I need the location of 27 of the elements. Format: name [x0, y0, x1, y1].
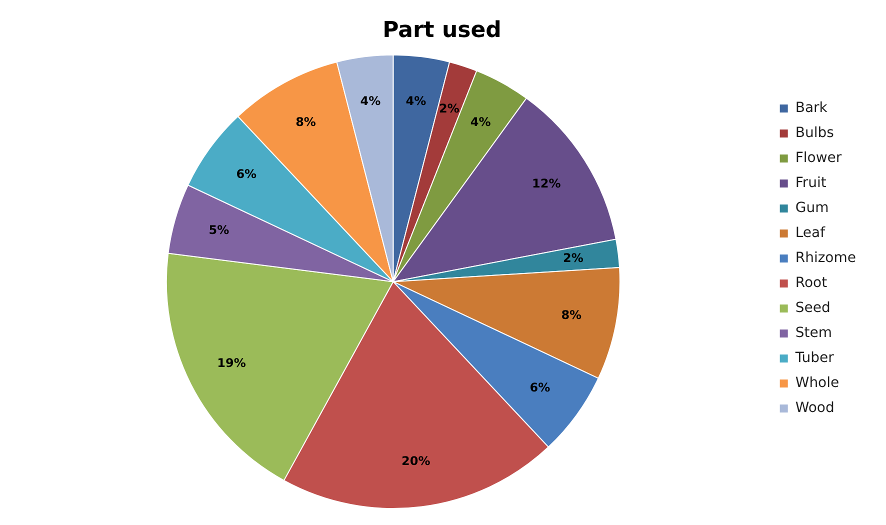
legend-label: Gum [795, 200, 829, 216]
data-label: 2% [562, 251, 584, 266]
data-label: 6% [236, 167, 257, 182]
data-label: 19% [217, 356, 246, 370]
legend-label: Tuber [794, 350, 834, 366]
legend-label: Seed [795, 300, 830, 316]
legend-label: Flower [795, 150, 842, 166]
data-label: 4% [470, 114, 491, 129]
legend-label: Stem [795, 325, 832, 342]
legend-label: Rhizome [795, 250, 856, 266]
data-label: 2% [439, 101, 460, 116]
data-label: 20% [402, 454, 430, 468]
chart-title: Part used [382, 18, 502, 43]
data-label: 6% [530, 380, 550, 394]
legend-label: Whole [795, 375, 840, 392]
data-label: 8% [296, 114, 316, 129]
legend-label: Fruit [795, 175, 827, 192]
legend-label: Root [795, 275, 828, 292]
legend-label: Leaf [795, 225, 826, 242]
legend-label: Bulbs [795, 125, 834, 142]
legend-label: Bark [795, 100, 828, 116]
legend-label: Wood [795, 400, 834, 416]
data-label: 4% [360, 94, 381, 108]
data-label: 5% [208, 223, 230, 238]
data-label: 12% [532, 176, 561, 191]
data-label: 8% [561, 308, 582, 322]
data-label: 4% [406, 94, 426, 108]
